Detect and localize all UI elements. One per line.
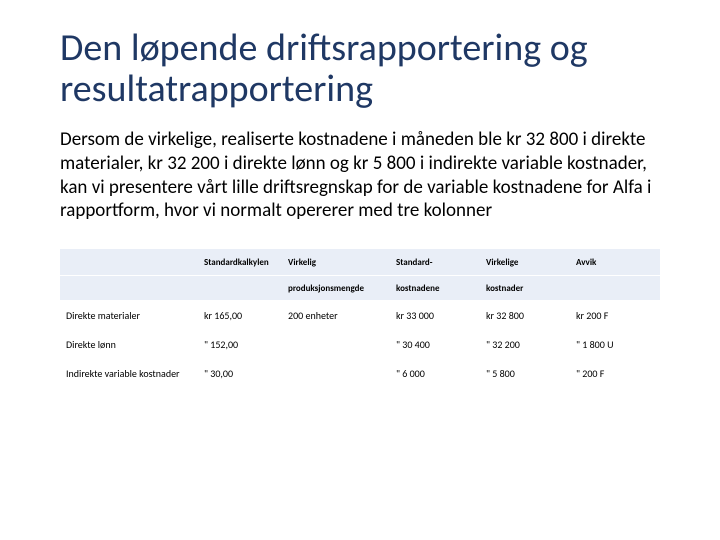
cell-avvik: " 1 800 U: [570, 330, 660, 359]
th2-kostnader: kostnader: [480, 276, 570, 301]
cell-stdk: " 6 000: [390, 359, 480, 388]
th-virkelig: Virkelig: [282, 249, 390, 276]
body-paragraph: Dersom de virkelige, realiserte kostnade…: [60, 128, 660, 223]
cell-std: kr 165,00: [198, 301, 282, 330]
cell-virk: [282, 330, 390, 359]
table-row: Indirekte variable kostnader " 30,00 " 6…: [60, 359, 660, 388]
cell-avvik: " 200 F: [570, 359, 660, 388]
th-blank: [60, 249, 198, 276]
slide: Den løpende driftsrapportering og result…: [0, 0, 720, 540]
cell-label: Indirekte variable kostnader: [60, 359, 198, 388]
table-row: Direkte lønn " 152,00 " 30 400 " 32 200 …: [60, 330, 660, 359]
th-standard: Standard-: [390, 249, 480, 276]
cell-vkost: " 32 200: [480, 330, 570, 359]
cost-table: Standardkalkylen Virkelig Standard- Virk…: [60, 249, 660, 388]
cell-std: " 30,00: [198, 359, 282, 388]
page-title: Den løpende driftsrapportering og result…: [60, 28, 660, 110]
th-virkelige: Virkelige: [480, 249, 570, 276]
th2-kostnadene: kostnadene: [390, 276, 480, 301]
cell-stdk: kr 33 000: [390, 301, 480, 330]
table-header-row-1: Standardkalkylen Virkelig Standard- Virk…: [60, 249, 660, 276]
table-header-row-2: produksjonsmengde kostnadene kostnader: [60, 276, 660, 301]
th2-blank2: [198, 276, 282, 301]
th2-blank: [60, 276, 198, 301]
table-row: Direkte materialer kr 165,00 200 enheter…: [60, 301, 660, 330]
cell-vkost: " 5 800: [480, 359, 570, 388]
cell-label: Direkte materialer: [60, 301, 198, 330]
th2-prodmengde: produksjonsmengde: [282, 276, 390, 301]
cell-virk: 200 enheter: [282, 301, 390, 330]
cell-vkost: kr 32 800: [480, 301, 570, 330]
cell-avvik: kr 200 F: [570, 301, 660, 330]
cell-std: " 152,00: [198, 330, 282, 359]
th-standardkalkylen: Standardkalkylen: [198, 249, 282, 276]
th2-blank3: [570, 276, 660, 301]
cell-stdk: " 30 400: [390, 330, 480, 359]
cell-virk: [282, 359, 390, 388]
cell-label: Direkte lønn: [60, 330, 198, 359]
th-avvik: Avvik: [570, 249, 660, 276]
